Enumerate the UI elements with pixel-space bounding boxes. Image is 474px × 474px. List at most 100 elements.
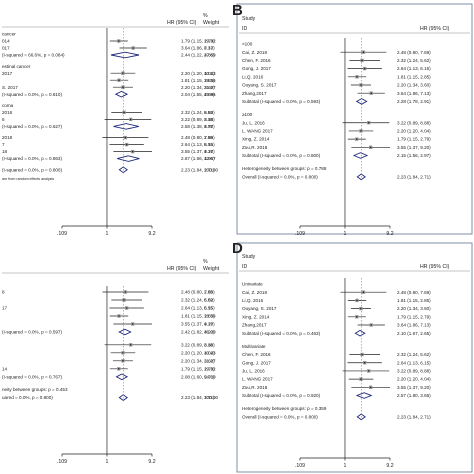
study-label: 14 — [2, 366, 8, 371]
hr-value: 3.64 (1.86, 7.13) — [397, 323, 431, 328]
subtotal-diamond — [118, 328, 132, 336]
subtotal-diamond — [115, 373, 129, 381]
forest-panel-d: Study ID HR (95% CI) Univariate Cai, Z. 2018… — [236, 242, 473, 473]
group-label: Univariate — [242, 282, 263, 287]
study-label: Ouyang, S. 2017 — [242, 306, 277, 311]
study-label: Li,Q. 2016 — [242, 298, 264, 303]
point-estimate — [367, 121, 370, 124]
point-estimate — [360, 307, 362, 310]
subtotal-label: (I-squared = 0.0%, p = 0.810) — [2, 92, 62, 97]
point-estimate — [361, 353, 363, 356]
point-estimate — [360, 130, 362, 132]
study-label: 7 — [2, 142, 5, 147]
panel-label-d: D — [232, 240, 243, 257]
point-estimate — [356, 76, 358, 78]
weight-value: 10.23 — [204, 71, 216, 76]
study-label: Cai, Z. 2018 — [242, 50, 267, 55]
point-estimate — [363, 361, 366, 364]
hr-value: 2.04 (1.55, 2.69) — [181, 92, 215, 97]
hr-value: 2.28 (1.78, 2.91) — [397, 99, 431, 104]
hr-value: 2.23 (1.84, 2.71) — [181, 395, 215, 400]
id-header: ID — [242, 264, 247, 270]
study-label: Ju, L. 2016 — [242, 369, 265, 374]
hr-value: 2.20 (1.20, 4.04) — [181, 350, 215, 355]
weight-value: 19.32 — [204, 366, 216, 371]
hr-value: 1.81 (1.15, 2.85) — [397, 74, 431, 79]
hr-value: 1.81 (1.15, 2.85) — [181, 78, 215, 83]
weight-value: 2.95 — [204, 290, 213, 295]
x-tick-label: 1 — [344, 231, 347, 237]
weight-value: 6.59 — [204, 110, 213, 115]
hr-value: 2.20 (1.34, 3.60) — [397, 306, 431, 311]
hr-value: 3.64 (1.86, 7.13) — [397, 91, 431, 96]
point-estimate — [124, 291, 127, 293]
hr-value: 2.32 (1.24, 5.62) — [397, 352, 431, 357]
weight-header: Weight — [203, 20, 220, 26]
point-estimate — [129, 118, 132, 121]
point-estimate — [132, 47, 134, 49]
hr-value: 2.20 (1.34, 3.60) — [181, 85, 215, 90]
subtotal-label: Subtotal (I-squared = 0.0%, p = 0.920) — [242, 393, 321, 398]
subtotal-label: uared = 0.0%, p = 0.800) — [2, 395, 53, 400]
point-estimate — [131, 150, 134, 153]
weight-value: 54.00 — [204, 374, 216, 379]
subtotal-diamond — [118, 166, 128, 174]
hr-value: 2.10 (1.67, 2.65) — [397, 331, 431, 336]
hr-value: 2.23 (1.84, 2.71) — [397, 414, 431, 419]
hr-header: HR (95% CI) — [167, 20, 197, 26]
subtotal-diamond — [113, 123, 139, 130]
weight-value: 5.55 — [204, 142, 213, 147]
x-tick-label: 9.2 — [386, 463, 393, 469]
id-header: ID — [242, 26, 247, 32]
x-tick-label: .109 — [295, 231, 305, 237]
hr-value: 2.32 (1.24, 5.62) — [181, 298, 215, 303]
hr-value: 2.20 (1.20, 4.04) — [397, 377, 431, 382]
study-label: S. 2017 — [2, 85, 18, 90]
point-estimate — [369, 386, 372, 389]
percent-header: % — [203, 259, 208, 265]
study-header: Study — [242, 254, 256, 260]
hr-value: 2.20 (1.34, 3.60) — [181, 358, 215, 363]
study-label: 014 — [2, 39, 10, 44]
weight-value: 21.27 — [204, 358, 216, 363]
panel-border — [236, 242, 473, 473]
point-estimate — [123, 111, 125, 114]
point-estimate — [125, 307, 128, 309]
study-label: Gong, J. 2017 — [242, 360, 271, 365]
hr-value: 1.79 (1.15, 2.79) — [181, 366, 215, 371]
hr-value: 2.42 (1.82, 3.22) — [181, 330, 215, 335]
hr-value: 2.48 (0.80, 7.69) — [397, 290, 431, 295]
hr-value: 2.20 (1.34, 3.60) — [397, 83, 431, 88]
hr-value: 2.57 (1.80, 3.66) — [397, 393, 431, 398]
hr-value: 2.48 (0.80, 7.69) — [397, 50, 431, 55]
weight-value: 27.69 — [204, 53, 216, 58]
hr-value: 2.64 (1.13, 6.15) — [181, 142, 215, 147]
x-tick-label: 9.2 — [148, 231, 155, 237]
hr-value: 1.79 (1.15, 2.79) — [397, 137, 431, 142]
study-label: L. WANG 2017 — [242, 377, 273, 382]
study-label: Xing, Z. 2014 — [242, 137, 270, 142]
weight-value: 49.86 — [204, 92, 216, 97]
point-estimate — [360, 378, 362, 380]
point-estimate — [125, 143, 128, 146]
x-tick-label: .109 — [57, 231, 67, 237]
subtotal-diamond — [352, 152, 369, 159]
weight-value: 18.36 — [204, 78, 216, 83]
weight-value: 4.17 — [204, 149, 213, 154]
point-estimate — [362, 51, 365, 53]
hr-value: 3.55 (1.37, 9.20) — [181, 149, 215, 154]
forest-panel-c: HR (95% CI)%Weight 8 2.48 (0.80, 7.69)2.95… — [2, 259, 229, 465]
point-estimate — [122, 360, 124, 362]
point-estimate — [356, 299, 358, 302]
point-estimate — [355, 138, 358, 140]
subtotal-diamond — [117, 155, 140, 162]
panel-border — [236, 3, 473, 235]
study-label: Li,Q. 2016 — [242, 74, 264, 79]
point-estimate — [118, 79, 120, 81]
hr-value: 2.64 (1.13, 6.15) — [181, 306, 215, 311]
group-label: estinal cancer — [2, 64, 31, 69]
hr-value: 2.15 (1.56, 2.97) — [397, 153, 431, 158]
point-estimate — [118, 315, 120, 317]
subtotal-diamond — [354, 329, 366, 337]
